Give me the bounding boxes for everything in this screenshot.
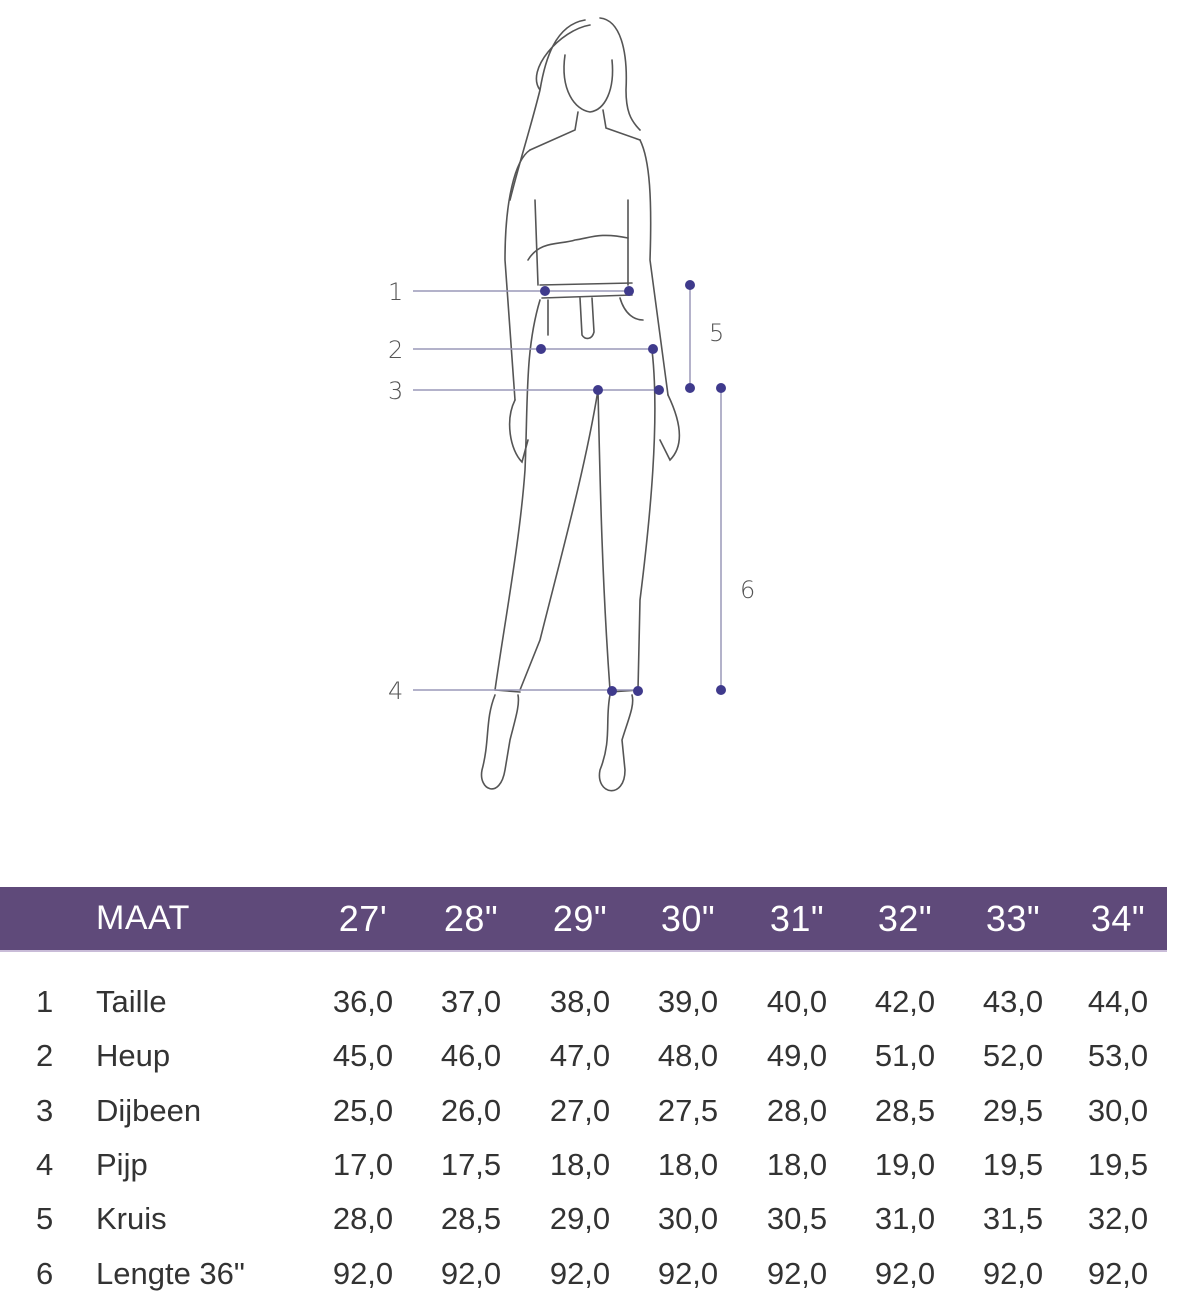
- measurement-label-1: 1: [388, 278, 403, 306]
- cell-value: 28,5: [440, 1201, 502, 1237]
- row-label: Pijp: [96, 1146, 148, 1182]
- cell-value: 40,0: [766, 984, 828, 1019]
- table-row: 3 Dijbeen 25,0 26,0 27,0 27,5 28,0 28,5 29,5 30,0: [0, 1084, 1200, 1138]
- cell-value: 31,0: [874, 1201, 936, 1237]
- cell-value: 92,0: [332, 1255, 394, 1291]
- size-column-header: 30": [660, 898, 716, 939]
- marker-dot: [685, 280, 695, 290]
- measurement-markers: [536, 280, 726, 696]
- cell-value: 30,0: [1087, 1092, 1149, 1128]
- cell-value: 30,0: [657, 1201, 719, 1237]
- measurement-label-3: 3: [388, 377, 403, 405]
- table-row: 2 Heup 45,0 46,0 47,0 48,0 49,0 51,0 52,0 53,0: [0, 1029, 1200, 1083]
- cell-value: 42,0: [874, 984, 936, 1019]
- row-number: 6: [36, 1255, 54, 1291]
- woman-sketch: [480, 17, 681, 792]
- table-row: 5 Kruis 28,0 28,5 29,0 30,0 30,5 31,0 31,5 32,0: [0, 1192, 1200, 1246]
- measurement-label-4: 4: [388, 677, 403, 705]
- table-row: 4 Pijp 17,0 17,5 18,0 18,0 18,0 19,0 19,5 19,5: [0, 1138, 1200, 1192]
- cell-value: 27,0: [549, 1092, 611, 1128]
- cell-value: 26,0: [440, 1092, 502, 1128]
- cell-value: 36,0: [332, 984, 394, 1019]
- marker-dot: [624, 286, 634, 296]
- marker-dot: [716, 383, 726, 393]
- cell-value: 39,0: [657, 984, 719, 1019]
- cell-value: 18,0: [766, 1146, 828, 1182]
- marker-dot: [607, 686, 617, 696]
- cell-value: 92,0: [657, 1255, 719, 1291]
- cell-value: 18,0: [549, 1146, 611, 1182]
- size-column-header: 32": [877, 898, 933, 939]
- marker-dot: [716, 685, 726, 695]
- measurement-lines: [413, 285, 722, 691]
- cell-value: 37,0: [440, 984, 502, 1019]
- cell-value: 43,0: [982, 984, 1044, 1019]
- cell-value: 19,5: [1087, 1146, 1149, 1182]
- cell-value: 19,0: [874, 1146, 936, 1182]
- marker-dot: [540, 286, 550, 296]
- marker-dot: [648, 344, 658, 354]
- cell-value: 53,0: [1087, 1038, 1149, 1074]
- measurement-label-6: 6: [740, 576, 755, 604]
- cell-value: 30,5: [766, 1201, 828, 1237]
- cell-value: 28,5: [874, 1092, 936, 1128]
- row-label: Dijbeen: [96, 1092, 202, 1128]
- cell-value: 92,0: [874, 1255, 936, 1291]
- table-row: 6 Lengte 36" 92,0 92,0 92,0 92,0 92,0 92,0 92,0 9…: [0, 1247, 1200, 1301]
- marker-dot: [593, 385, 603, 395]
- cell-value: 45,0: [332, 1038, 394, 1074]
- header-maat: MAAT: [96, 899, 190, 937]
- row-number: 1: [36, 984, 54, 1019]
- cell-value: 38,0: [549, 984, 611, 1019]
- measurement-figure: 1 2 3 4 5 6: [388, 17, 755, 792]
- row-label: Lengte 36": [96, 1255, 245, 1291]
- cell-value: 52,0: [982, 1038, 1044, 1074]
- cell-value: 29,5: [982, 1092, 1044, 1128]
- row-number: 2: [36, 1038, 54, 1074]
- size-column-header: 29": [552, 898, 608, 939]
- cell-value: 47,0: [549, 1038, 611, 1074]
- cell-value: 27,5: [657, 1092, 719, 1128]
- size-column-header: 33": [985, 898, 1041, 939]
- size-column-header: 28": [443, 898, 499, 939]
- measurement-label-2: 2: [388, 336, 403, 364]
- size-column-header: 27': [338, 898, 388, 939]
- cell-value: 51,0: [874, 1038, 936, 1074]
- measurement-label-5: 5: [709, 319, 724, 347]
- row-number: 3: [36, 1092, 54, 1128]
- cell-value: 92,0: [549, 1255, 611, 1291]
- marker-dot: [654, 385, 664, 395]
- cell-value: 92,0: [440, 1255, 502, 1291]
- cell-value: 48,0: [657, 1038, 719, 1074]
- cell-value: 44,0: [1087, 984, 1149, 1019]
- cell-value: 49,0: [766, 1038, 828, 1074]
- cell-value: 17,5: [440, 1146, 502, 1182]
- size-column-header: 31": [769, 898, 825, 939]
- cell-value: 92,0: [1087, 1255, 1149, 1291]
- cell-value: 28,0: [766, 1092, 828, 1128]
- marker-dot: [685, 383, 695, 393]
- cell-value: 25,0: [332, 1092, 394, 1128]
- marker-dot: [536, 344, 546, 354]
- row-label: Heup: [96, 1038, 171, 1074]
- cell-value: 31,5: [982, 1201, 1044, 1237]
- row-label: Taille: [96, 984, 167, 1019]
- row-number: 4: [36, 1146, 54, 1182]
- cell-value: 92,0: [982, 1255, 1044, 1291]
- cell-value: 28,0: [332, 1201, 394, 1237]
- row-label: Kruis: [96, 1201, 167, 1237]
- row-number: 5: [36, 1201, 54, 1237]
- cell-value: 17,0: [332, 1146, 394, 1182]
- cell-value: 32,0: [1087, 1201, 1149, 1237]
- cell-value: 19,5: [982, 1146, 1044, 1182]
- cell-value: 18,0: [657, 1146, 719, 1182]
- size-header-bar: MAAT 27' 28" 29" 30" 31" 32" 33" 34": [0, 887, 1167, 952]
- cell-value: 29,0: [549, 1201, 611, 1237]
- marker-dot: [633, 686, 643, 696]
- cell-value: 46,0: [440, 1038, 502, 1074]
- table-row: 1 Taille 36,0 37,0 38,0 39,0 40,0 42,0 43,0 44,0: [0, 975, 1200, 1029]
- cell-value: 92,0: [766, 1255, 828, 1291]
- size-column-header: 34": [1090, 898, 1146, 939]
